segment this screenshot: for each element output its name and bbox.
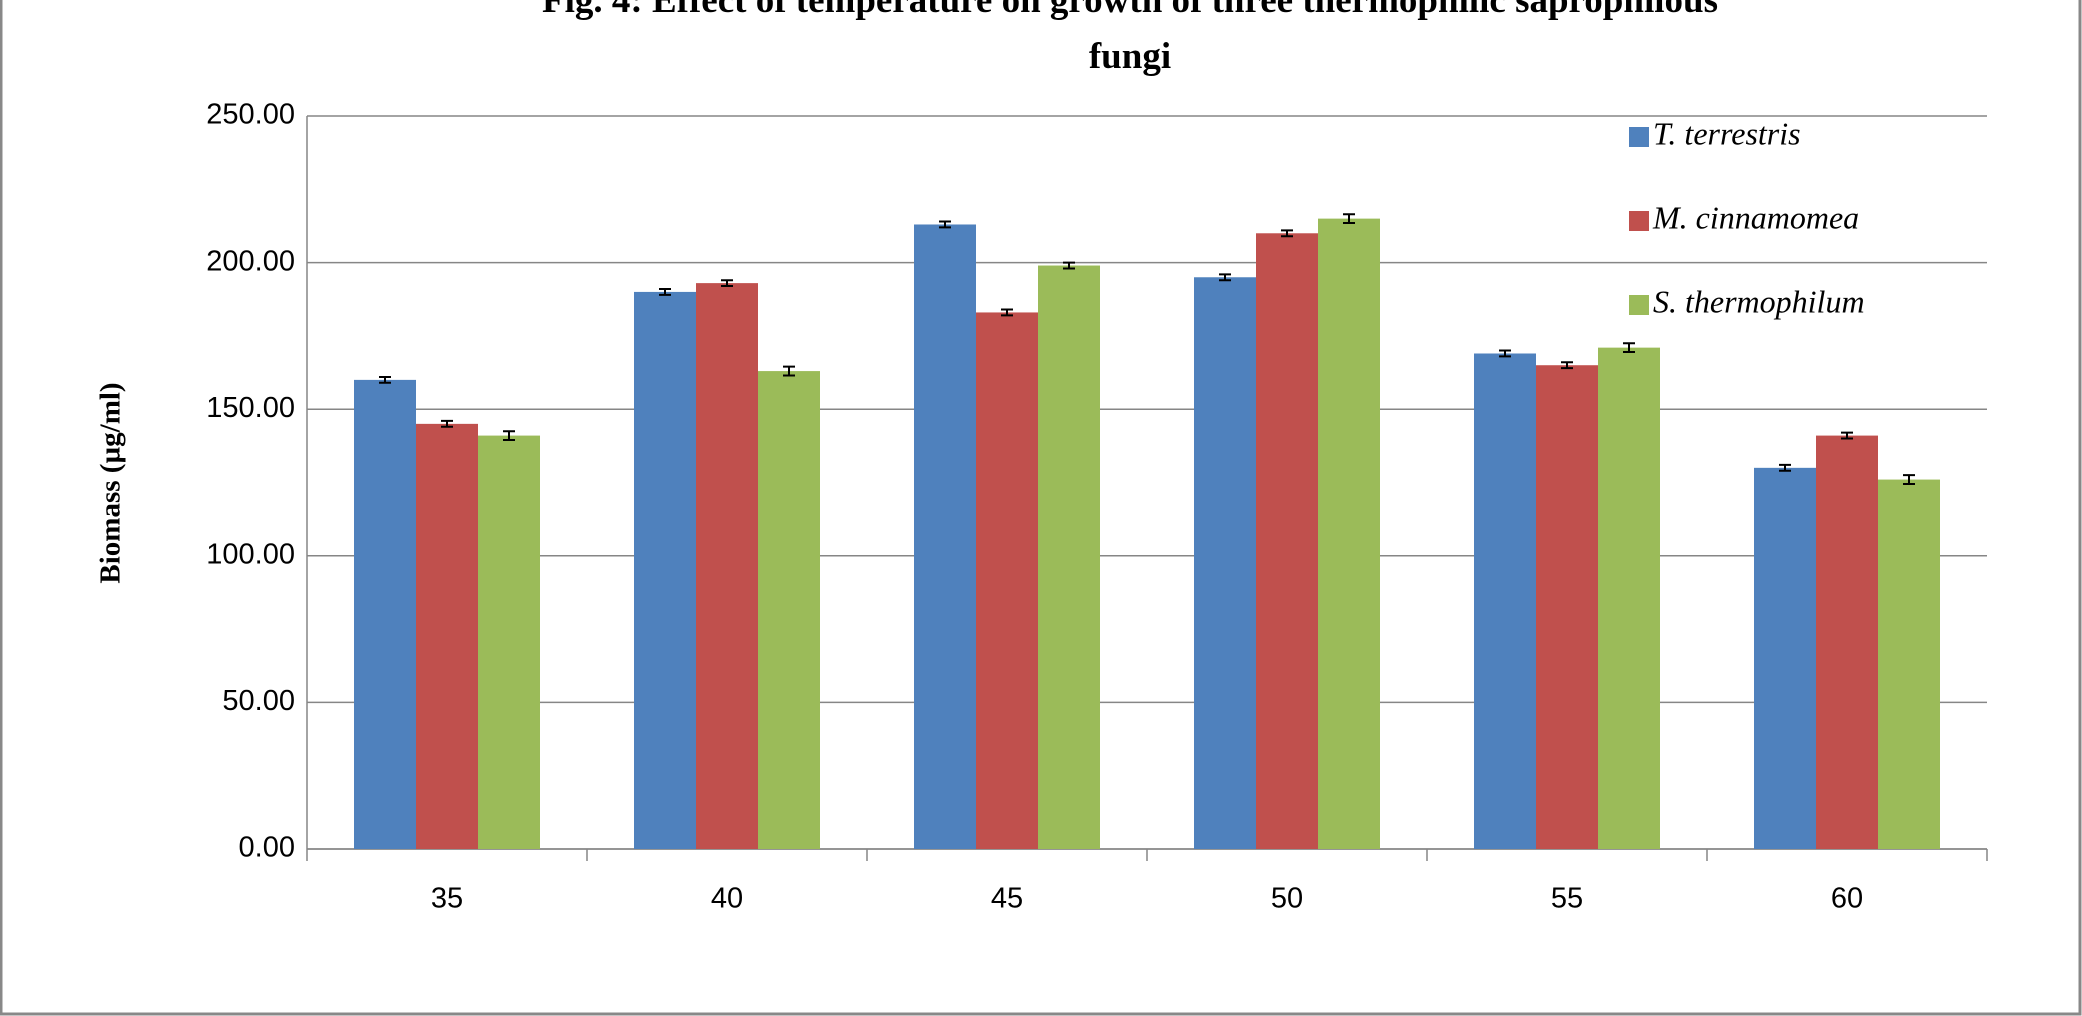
x-tick-label: 50 (1271, 883, 1303, 915)
bar (416, 423, 478, 849)
error-bar (1623, 342, 1635, 354)
bar (1256, 233, 1318, 849)
x-tick-label: 35 (431, 883, 463, 915)
error-bar (939, 220, 951, 229)
x-tick-label: 60 (1831, 883, 1863, 915)
error-bar (1281, 229, 1293, 238)
error-bar (1001, 308, 1013, 317)
legend-swatch (1629, 295, 1649, 315)
bar (976, 312, 1038, 850)
bar (758, 371, 820, 849)
bar (914, 224, 976, 849)
title-line: Fig. 4: Effect of temperature on growth … (542, 0, 1718, 21)
title-line: fungi (1089, 36, 1171, 77)
error-bar (1841, 431, 1853, 440)
bar (354, 379, 416, 849)
bar (1194, 277, 1256, 849)
y-axis-label: Biomass (µg/ml) (95, 382, 127, 583)
error-bar (379, 375, 391, 384)
bar (1878, 479, 1940, 849)
error-bar (783, 365, 795, 377)
y-tick-label: 200.00 (206, 245, 295, 277)
y-tick-label: 50.00 (222, 685, 295, 717)
error-bar (1063, 261, 1075, 270)
error-bar (441, 419, 453, 428)
error-bar (1561, 361, 1573, 370)
bar (1318, 218, 1380, 849)
error-bar (1499, 349, 1511, 358)
error-bar (1903, 474, 1915, 485)
bar (1474, 353, 1536, 849)
bar (1536, 365, 1598, 849)
x-tick-label: 40 (711, 883, 743, 915)
error-bar (1219, 273, 1231, 282)
legend-swatch (1629, 211, 1649, 231)
y-tick-label: 0.00 (239, 832, 295, 864)
bar (1754, 467, 1816, 849)
bar (1816, 435, 1878, 849)
x-tick-label: 45 (991, 883, 1023, 915)
legend-label: S. thermophilum (1653, 283, 1865, 319)
error-bar (721, 279, 733, 288)
y-tick-label: 250.00 (206, 99, 295, 131)
bar (478, 435, 540, 849)
error-bar (659, 287, 671, 296)
y-tick-label: 100.00 (206, 538, 295, 570)
legend-label: T. terrestris (1653, 115, 1801, 151)
bar (1038, 265, 1100, 850)
error-bar (1343, 213, 1355, 225)
bar (634, 291, 696, 849)
bar (1598, 347, 1660, 849)
chart-title: Fig. 4: Effect of temperature on growth … (542, 0, 1718, 77)
y-tick-label: 150.00 (206, 392, 295, 424)
bar (696, 283, 758, 849)
error-bar (503, 430, 515, 441)
error-bar (1779, 463, 1791, 472)
legend-label: M. cinnamomea (1652, 199, 1859, 235)
legend-swatch (1629, 127, 1649, 147)
x-tick-label: 55 (1551, 883, 1583, 915)
